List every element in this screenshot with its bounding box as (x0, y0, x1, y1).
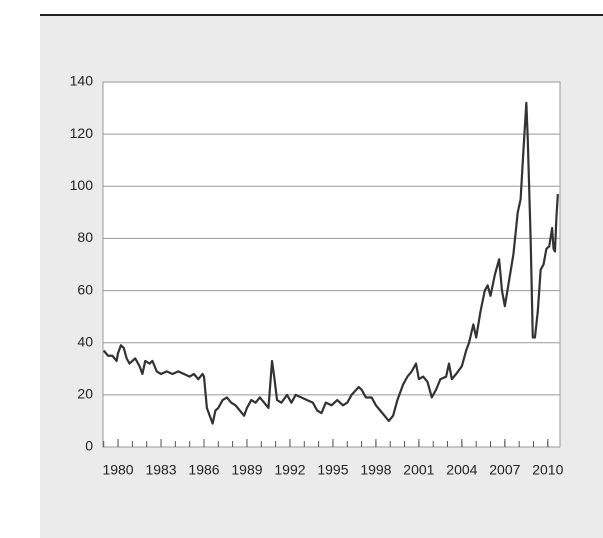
price-line (102, 101, 559, 425)
x-tick-label: 2001 (403, 462, 434, 478)
y-tick-label: 80 (77, 229, 93, 245)
y-tick-label: 60 (77, 281, 93, 297)
y-tick-label: 40 (77, 333, 93, 349)
x-tick-label: 1998 (360, 462, 391, 478)
y-tick-label: 140 (70, 73, 94, 89)
plot-area (102, 81, 561, 448)
x-tick-label: 1995 (317, 462, 348, 478)
y-tick-label: 0 (85, 438, 93, 454)
x-tick-label: 1992 (274, 462, 305, 478)
y-tick-label: 120 (70, 125, 94, 141)
x-tick-label: 2010 (532, 462, 563, 478)
x-tick-label: 1983 (145, 462, 176, 478)
x-tick-label: 1989 (231, 462, 262, 478)
x-tick-label: 2004 (446, 462, 477, 478)
y-tick-label: 100 (70, 177, 94, 193)
x-tick-label: 2007 (489, 462, 520, 478)
x-tick-label: 1980 (102, 462, 133, 478)
x-tick-label: 1986 (188, 462, 219, 478)
y-tick-label: 20 (77, 386, 93, 402)
